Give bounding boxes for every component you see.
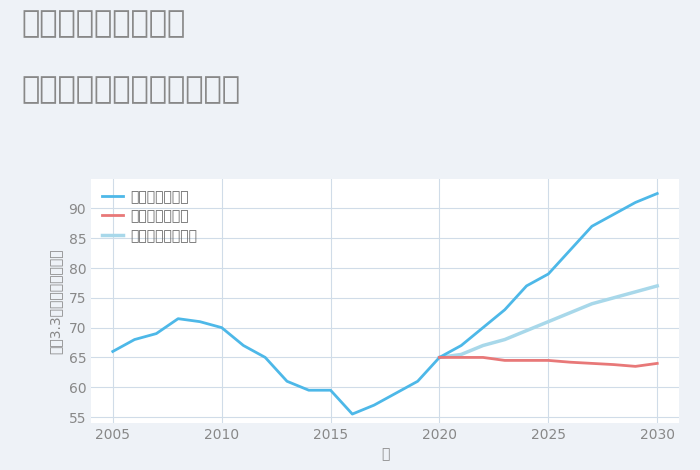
グッドシナリオ bbox=[479, 325, 487, 330]
バッドシナリオ bbox=[479, 354, 487, 360]
Text: 中古マンションの価格推移: 中古マンションの価格推移 bbox=[21, 75, 240, 104]
バッドシナリオ bbox=[653, 360, 662, 366]
Line: グッドシナリオ: グッドシナリオ bbox=[440, 194, 657, 357]
グッドシナリオ bbox=[522, 283, 531, 289]
ノーマルシナリオ bbox=[566, 310, 574, 315]
Legend: グッドシナリオ, バッドシナリオ, ノーマルシナリオ: グッドシナリオ, バッドシナリオ, ノーマルシナリオ bbox=[98, 186, 201, 247]
グッドシナリオ bbox=[500, 307, 509, 313]
グッドシナリオ bbox=[588, 223, 596, 229]
ノーマルシナリオ bbox=[588, 301, 596, 306]
グッドシナリオ bbox=[610, 212, 618, 217]
バッドシナリオ bbox=[566, 360, 574, 365]
X-axis label: 年: 年 bbox=[381, 447, 389, 462]
ノーマルシナリオ bbox=[500, 337, 509, 342]
ノーマルシナリオ bbox=[544, 319, 552, 324]
Text: 三重県鈴鹿市磯山の: 三重県鈴鹿市磯山の bbox=[21, 9, 186, 39]
ノーマルシナリオ bbox=[610, 295, 618, 301]
グッドシナリオ bbox=[653, 191, 662, 196]
ノーマルシナリオ bbox=[479, 343, 487, 348]
バッドシナリオ bbox=[610, 362, 618, 368]
グッドシナリオ bbox=[435, 354, 444, 360]
バッドシナリオ bbox=[544, 358, 552, 363]
グッドシナリオ bbox=[631, 200, 640, 205]
バッドシナリオ bbox=[435, 354, 444, 360]
グッドシナリオ bbox=[544, 271, 552, 277]
ノーマルシナリオ bbox=[435, 354, 444, 360]
バッドシナリオ bbox=[500, 358, 509, 363]
バッドシナリオ bbox=[588, 360, 596, 366]
ノーマルシナリオ bbox=[457, 352, 466, 357]
Line: ノーマルシナリオ: ノーマルシナリオ bbox=[440, 286, 657, 357]
グッドシナリオ bbox=[566, 247, 574, 253]
Y-axis label: 坪（3.3㎡）単価（万円）: 坪（3.3㎡）単価（万円） bbox=[49, 248, 63, 353]
バッドシナリオ bbox=[522, 358, 531, 363]
ノーマルシナリオ bbox=[522, 328, 531, 333]
Line: バッドシナリオ: バッドシナリオ bbox=[440, 357, 657, 367]
ノーマルシナリオ bbox=[653, 283, 662, 289]
ノーマルシナリオ bbox=[631, 289, 640, 295]
バッドシナリオ bbox=[457, 354, 466, 360]
グッドシナリオ bbox=[457, 343, 466, 348]
バッドシナリオ bbox=[631, 364, 640, 369]
